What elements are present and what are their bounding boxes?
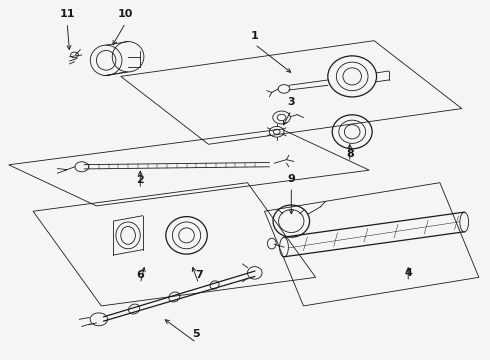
Text: 8: 8 <box>346 149 354 158</box>
Text: 2: 2 <box>136 175 144 185</box>
Text: 11: 11 <box>59 9 75 19</box>
Text: 9: 9 <box>287 174 295 184</box>
Text: 10: 10 <box>118 9 133 19</box>
Text: 1: 1 <box>251 31 259 41</box>
Text: 7: 7 <box>195 270 202 280</box>
Text: 6: 6 <box>136 270 144 280</box>
Text: 5: 5 <box>193 329 200 339</box>
Text: 3: 3 <box>288 97 295 107</box>
Text: 4: 4 <box>404 268 412 278</box>
